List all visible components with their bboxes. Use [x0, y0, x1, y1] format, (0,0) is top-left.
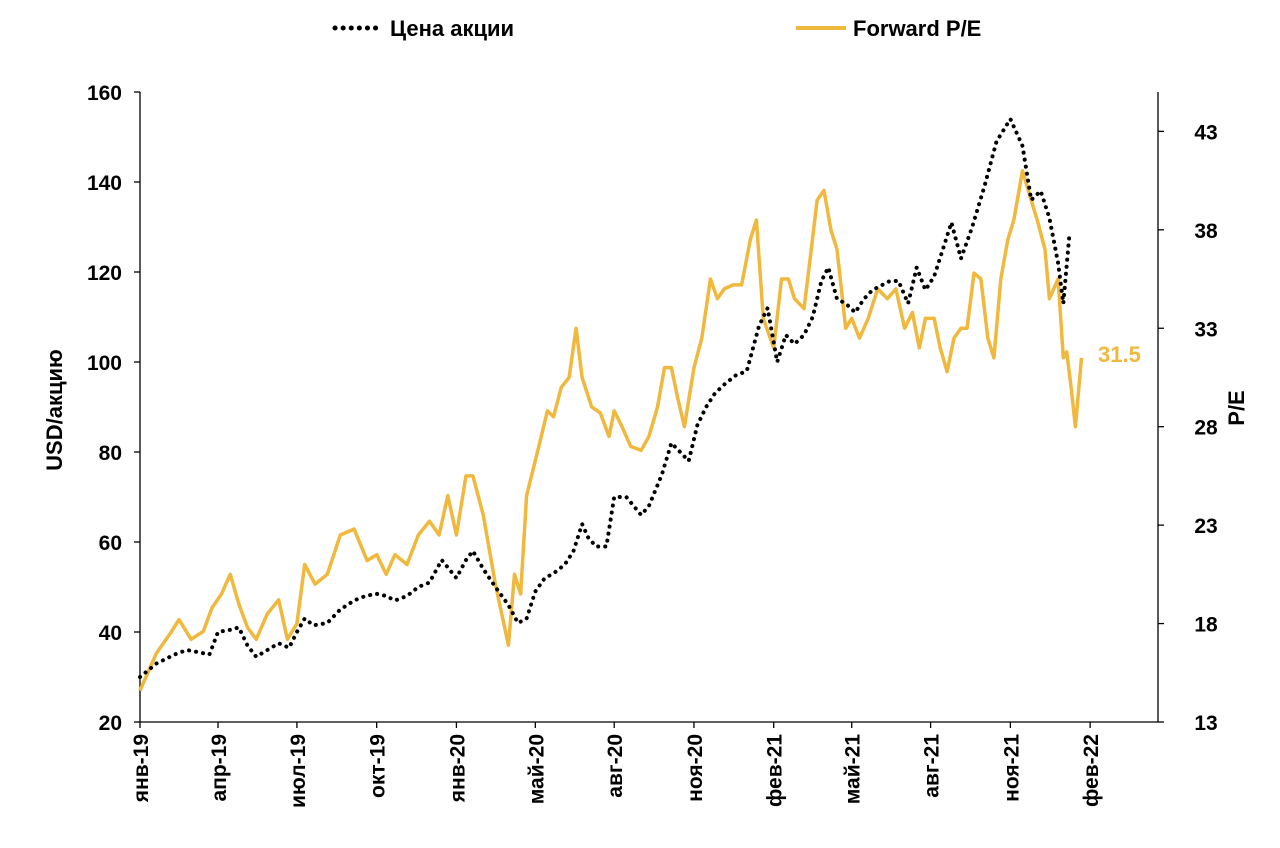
- x-tick-label: авг-21: [921, 734, 944, 798]
- x-tick-label: июл-19: [287, 734, 310, 808]
- x-tick-label: май-21: [842, 734, 865, 805]
- series-layer: [138, 117, 1084, 692]
- axes: 20 40 60 80 100 120 140 160 13 18 23 28 33 38 43 янв-19…: [87, 82, 1218, 808]
- x-tick-label: апр-19: [208, 734, 231, 802]
- y-left-tick-label: 60: [99, 532, 122, 555]
- x-tick-label: фев-21: [764, 734, 787, 807]
- y-left-tick-label: 160: [87, 82, 122, 105]
- x-tick-label: май-20: [525, 734, 548, 804]
- y-left-tick-label: 80: [99, 442, 122, 465]
- y-left-tick-label: 140: [87, 172, 122, 195]
- y-left-tick-label: 20: [99, 712, 122, 735]
- legend-price-label: Цена акции: [390, 16, 514, 41]
- y-right-tick-label: 33: [1194, 318, 1217, 341]
- y-right-tick-label: 38: [1194, 220, 1218, 243]
- y-right-tick-label: 43: [1194, 121, 1217, 144]
- legend-pe-label: Forward P/E: [853, 16, 981, 41]
- y-right-tick-label: 13: [1194, 712, 1217, 735]
- y-right-tick-label: 28: [1194, 417, 1218, 440]
- x-tick-label: фев-22: [1080, 734, 1103, 807]
- y-right-axis-title: P/E: [1224, 390, 1249, 425]
- legend: Цена акции Forward P/E: [332, 16, 981, 41]
- price-series-line: [138, 117, 1072, 679]
- x-tick-label: авг-20: [604, 734, 627, 798]
- y-left-axis-title: USD/акцию: [42, 349, 67, 471]
- y-right-tick-label: 23: [1194, 515, 1217, 538]
- x-tick-label: окт-19: [367, 734, 390, 798]
- y-left-tick-label: 120: [87, 262, 122, 285]
- x-tick-label: ноя-21: [1000, 734, 1023, 802]
- x-tick-label: ноя-20: [684, 734, 707, 802]
- y-left-tick-label: 40: [99, 622, 122, 645]
- y-right-tick-label: 18: [1194, 614, 1218, 637]
- x-tick-label: янв-20: [446, 734, 469, 803]
- y-left-tick-label: 100: [87, 352, 122, 375]
- x-tick-label: янв-19: [130, 734, 153, 803]
- pe-end-value-label: 31.5: [1098, 342, 1141, 367]
- pe-series-line: [138, 169, 1084, 692]
